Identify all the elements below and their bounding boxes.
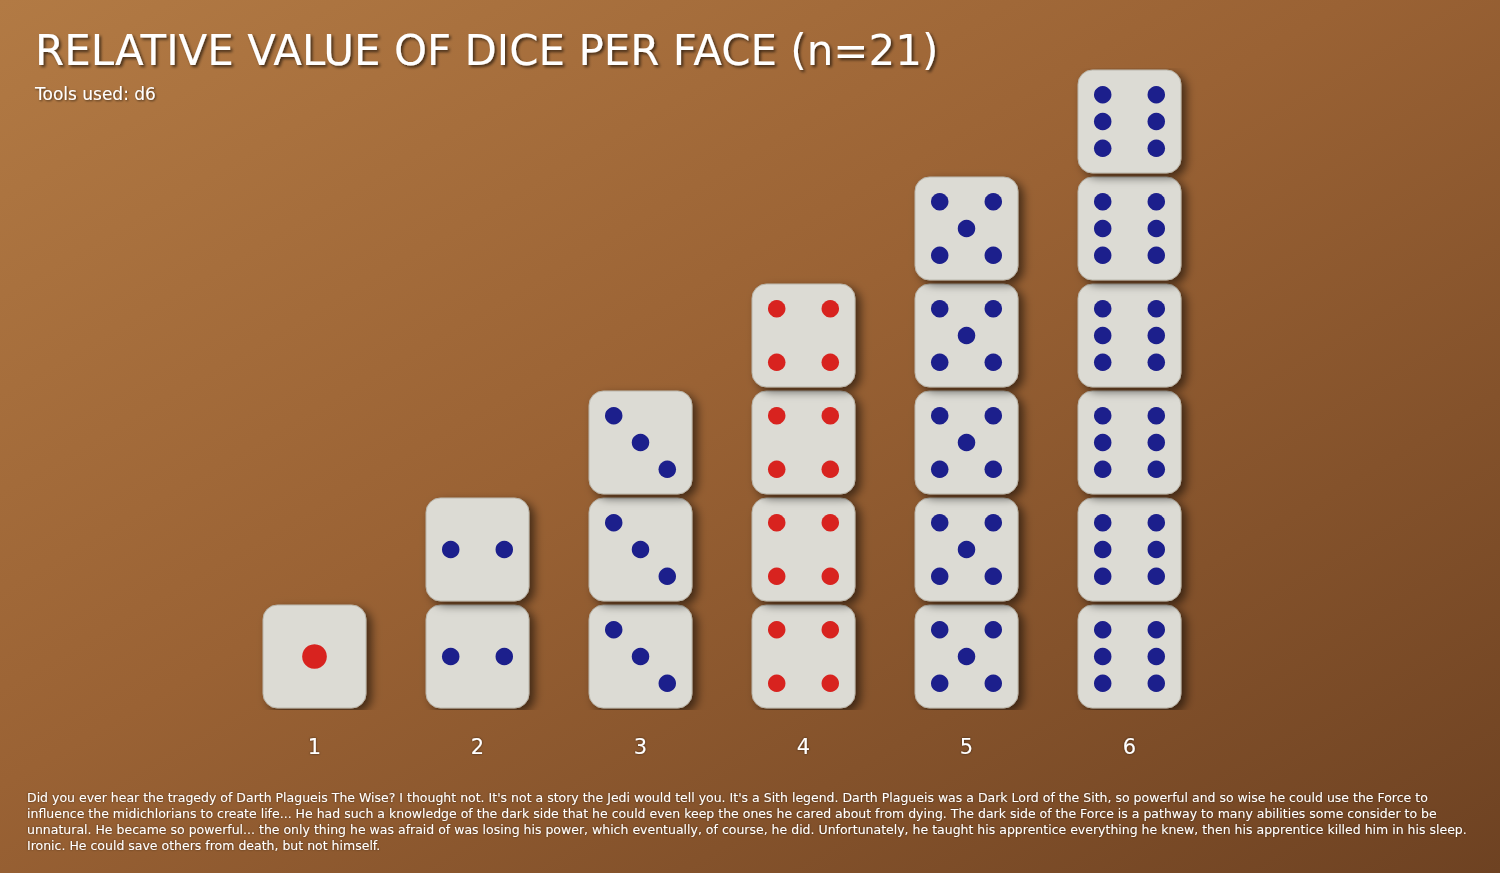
svg-text:2: 2: [471, 735, 484, 759]
svg-text:RELATIVE VALUE OF DICE PER FAC: RELATIVE VALUE OF DICE PER FACE (n=21): [35, 26, 938, 75]
svg-text:1: 1: [308, 735, 321, 759]
svg-text:Ironic. He could save others f: Ironic. He could save others from death,…: [27, 838, 380, 853]
svg-text:Did you ever hear the tragedy: Did you ever hear the tragedy of Darth P…: [27, 790, 1432, 805]
svg-text:influence the midichlorians to: influence the midichlorians to create li…: [27, 806, 1441, 821]
svg-text:5: 5: [960, 735, 973, 759]
svg-text:unnatural. He became so powerf: unnatural. He became so powerful... the …: [27, 822, 1471, 837]
svg-text:Tools used: d6: Tools used: d6: [34, 84, 156, 104]
svg-text:6: 6: [1123, 735, 1136, 759]
svg-text:4: 4: [797, 735, 810, 759]
svg-text:3: 3: [634, 735, 647, 759]
